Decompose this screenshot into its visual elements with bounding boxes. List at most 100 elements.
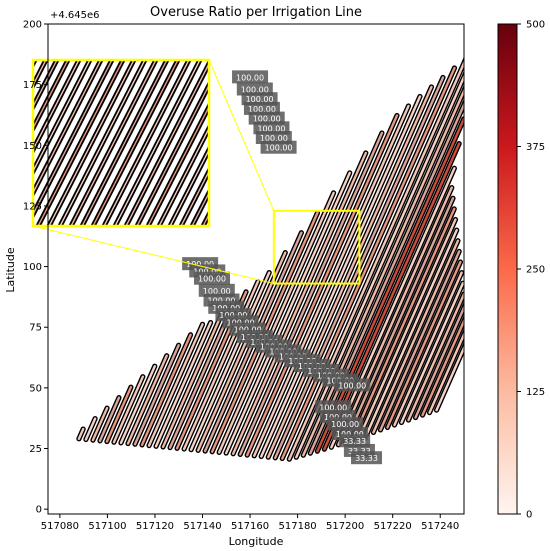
irrigation-line xyxy=(309,101,464,455)
value-label-box xyxy=(232,70,269,84)
irrigation-line xyxy=(231,151,368,455)
irrigation-line xyxy=(161,311,224,449)
irrigation-line xyxy=(105,385,133,443)
irrigation-line xyxy=(414,304,464,419)
inset-line xyxy=(0,50,18,236)
value-label-box xyxy=(351,451,383,465)
irrigation-line xyxy=(386,260,462,429)
zoom-connector xyxy=(208,59,275,211)
value-label: 100.00 xyxy=(203,287,231,296)
y-tick-label: 200 xyxy=(23,20,42,31)
colorbar-tick-label: 500 xyxy=(526,20,545,31)
inset-frame xyxy=(31,58,211,228)
irrigation-line xyxy=(224,171,351,455)
y-tick-label: 175 xyxy=(23,80,42,91)
irrigation-line xyxy=(407,292,464,422)
zoom-connector xyxy=(32,225,274,285)
x-tick-label: 517180 xyxy=(279,521,317,532)
value-label: 100.00 xyxy=(248,105,276,114)
x-axis: 517080 517100 517120 517140 517160 517180 5172… xyxy=(41,514,459,532)
irrigation-line xyxy=(112,375,145,444)
inset-line-outline xyxy=(0,50,18,236)
y-axis: 0 25 50 75 100 125 150 175 200 xyxy=(23,20,48,516)
irrigation-line xyxy=(260,95,422,458)
irrigation-line xyxy=(295,73,464,459)
value-label: 33.33 xyxy=(343,437,366,446)
x-tick-label: 517080 xyxy=(41,521,79,532)
colorbar-tick-label: 375 xyxy=(526,142,545,153)
irrigation-line xyxy=(337,186,453,446)
irrigation-line xyxy=(238,131,384,456)
value-label: 100.00 xyxy=(338,381,366,390)
inset-line xyxy=(33,60,80,152)
inset-line xyxy=(158,126,209,226)
irrigation-line xyxy=(154,321,212,448)
irrigation-lines xyxy=(76,56,464,462)
irrigation-line xyxy=(91,406,109,442)
value-label: 100.00 xyxy=(319,403,347,412)
inset-line xyxy=(33,60,47,87)
y-tick-label: 25 xyxy=(29,444,42,455)
inset-line xyxy=(191,191,209,226)
irrigation-line xyxy=(77,427,85,441)
colorbar-tick-label: 0 xyxy=(526,510,532,521)
x-tick-label: 517140 xyxy=(183,521,221,532)
y-tick-label: 75 xyxy=(29,323,42,334)
y-tick-label: 125 xyxy=(23,201,42,212)
inset-line xyxy=(125,62,209,226)
value-labels: 100.00100.00100.00100.00100.00100.00100.… xyxy=(182,70,383,465)
irrigation-line xyxy=(421,318,464,417)
irrigation-line xyxy=(126,354,168,445)
inset-line xyxy=(136,83,209,226)
irrigation-line xyxy=(84,417,97,441)
irrigation-line xyxy=(147,323,204,447)
value-label-box xyxy=(334,378,371,392)
value-label: 100.00 xyxy=(246,95,274,104)
irrigation-line xyxy=(246,114,399,457)
irrigation-line xyxy=(217,191,335,454)
inset-line xyxy=(103,60,190,226)
inset-line xyxy=(81,60,168,226)
x-tick-label: 517100 xyxy=(88,521,126,532)
irrigation-line xyxy=(267,85,433,459)
colorbar-gradient xyxy=(497,23,518,515)
y-tick-label: 150 xyxy=(23,141,42,152)
value-label: 33.33 xyxy=(355,454,378,463)
irrigation-line xyxy=(140,333,192,447)
irrigation-line xyxy=(302,87,464,457)
value-label: 100.00 xyxy=(257,124,285,133)
y-offset-label: +4.645e6 xyxy=(50,10,100,21)
irrigation-line xyxy=(323,142,461,451)
inset-line-outline xyxy=(0,50,7,236)
irrigation-line xyxy=(288,59,464,461)
x-tick-label: 517220 xyxy=(374,521,412,532)
irrigation-line xyxy=(393,271,463,427)
x-tick-label: 517160 xyxy=(231,521,269,532)
inset-line xyxy=(48,60,135,226)
irrigation-line xyxy=(281,66,456,460)
colorbar: 0 125 250 375 500 xyxy=(497,20,545,521)
irrigation-line xyxy=(253,104,410,457)
x-tick-label: 517200 xyxy=(326,521,364,532)
inset-line xyxy=(33,60,113,217)
y-tick-label: 100 xyxy=(23,262,42,273)
inset-line xyxy=(59,60,146,226)
irrigation-line xyxy=(196,251,287,452)
inset-line xyxy=(33,60,102,195)
value-label-box xyxy=(260,140,297,154)
zoom-box xyxy=(272,209,361,285)
plot-area: 100.00100.00100.00100.00100.00100.00100.… xyxy=(0,23,465,515)
value-label: 100.00 xyxy=(265,144,293,153)
x-tick-label: 517120 xyxy=(136,521,174,532)
inset-line xyxy=(147,105,209,226)
chart-title: Overuse Ratio per Irrigation Line xyxy=(150,5,362,20)
inset-line xyxy=(169,148,209,226)
value-label: 100.00 xyxy=(331,420,359,429)
irrigation-line xyxy=(358,218,457,439)
inset-line xyxy=(0,50,7,236)
irrigation-line xyxy=(330,167,456,449)
value-label: 100.00 xyxy=(198,275,226,284)
colorbar-tick-label: 250 xyxy=(526,265,545,276)
inset-line xyxy=(70,60,157,226)
